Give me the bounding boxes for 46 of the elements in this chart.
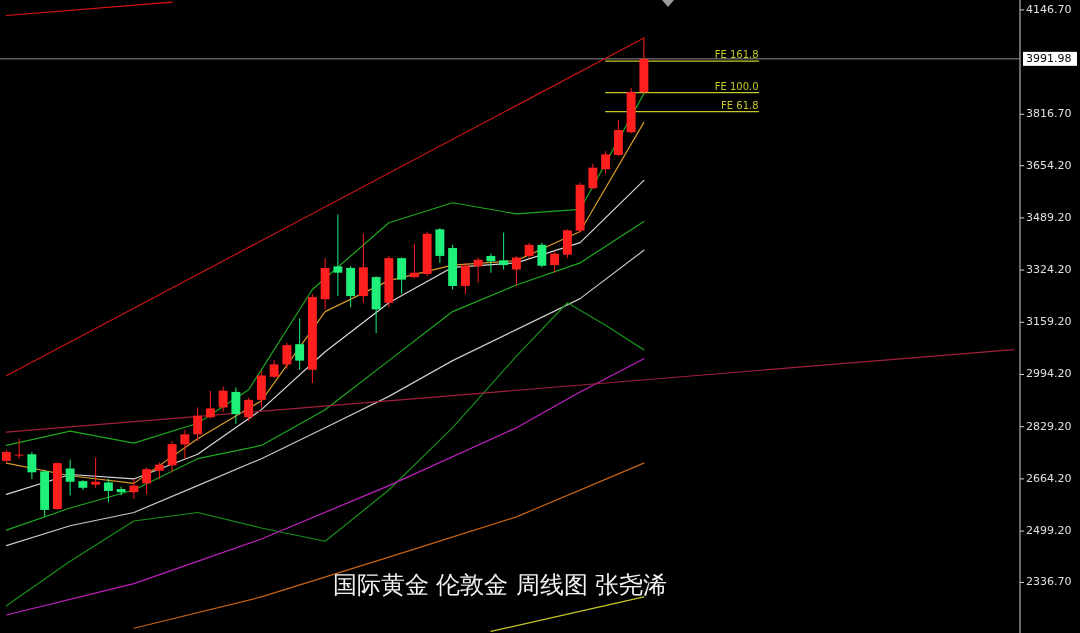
candlestick [129, 478, 139, 500]
series-label: FE 61.8 [721, 99, 759, 111]
annotation: 国际黄金 伦敦金 周线图 张尧浠 [332, 571, 668, 599]
y-tick-label: 3159.20 [1026, 315, 1072, 329]
candlestick [588, 163, 598, 190]
series-label: FE 100.0 [714, 80, 759, 92]
candlestick [397, 257, 407, 295]
y-tick-label: 3654.20 [1026, 158, 1072, 172]
candlestick [91, 457, 101, 489]
candlestick [282, 342, 292, 370]
y-tick-label: 3816.70 [1026, 107, 1072, 121]
y-tick-label: 2664.20 [1026, 471, 1072, 485]
candlestick [409, 243, 419, 279]
candlestick [601, 150, 611, 175]
line-series [5, 179, 645, 496]
candlestick [193, 406, 203, 442]
candlestick [14, 438, 24, 460]
candlestick [537, 242, 547, 268]
candlestick [116, 486, 126, 496]
ref-line-label: 3991.98 [1026, 51, 1072, 65]
candlestick [27, 451, 37, 480]
y-tick-label: 4146.70 [1026, 2, 1072, 16]
candlestick [180, 429, 190, 460]
candlestick [550, 250, 560, 274]
candlestick [205, 390, 215, 420]
candlestick [231, 387, 241, 425]
candlestick [511, 255, 521, 286]
candlestick [142, 467, 152, 495]
candlestick [473, 257, 483, 284]
series-label: FE 161.8 [714, 49, 759, 61]
candlestick [103, 478, 113, 503]
candlestick [167, 440, 177, 473]
candlestick [218, 386, 228, 413]
candlestick [486, 253, 496, 274]
y-tick-label: 2994.20 [1026, 367, 1072, 381]
candlestick [499, 232, 509, 271]
y-tick-label: 2829.20 [1026, 419, 1072, 433]
candlestick [244, 397, 254, 422]
y-tick-label: 3324.20 [1026, 263, 1072, 277]
y-tick-label: 3489.20 [1026, 210, 1072, 224]
candlestick [65, 459, 75, 496]
y-tick-label: 2336.70 [1026, 575, 1072, 589]
candlestick [295, 318, 305, 371]
y-tick-label: 2499.20 [1026, 524, 1072, 538]
candlestick [333, 213, 343, 297]
candlestick [460, 262, 470, 295]
